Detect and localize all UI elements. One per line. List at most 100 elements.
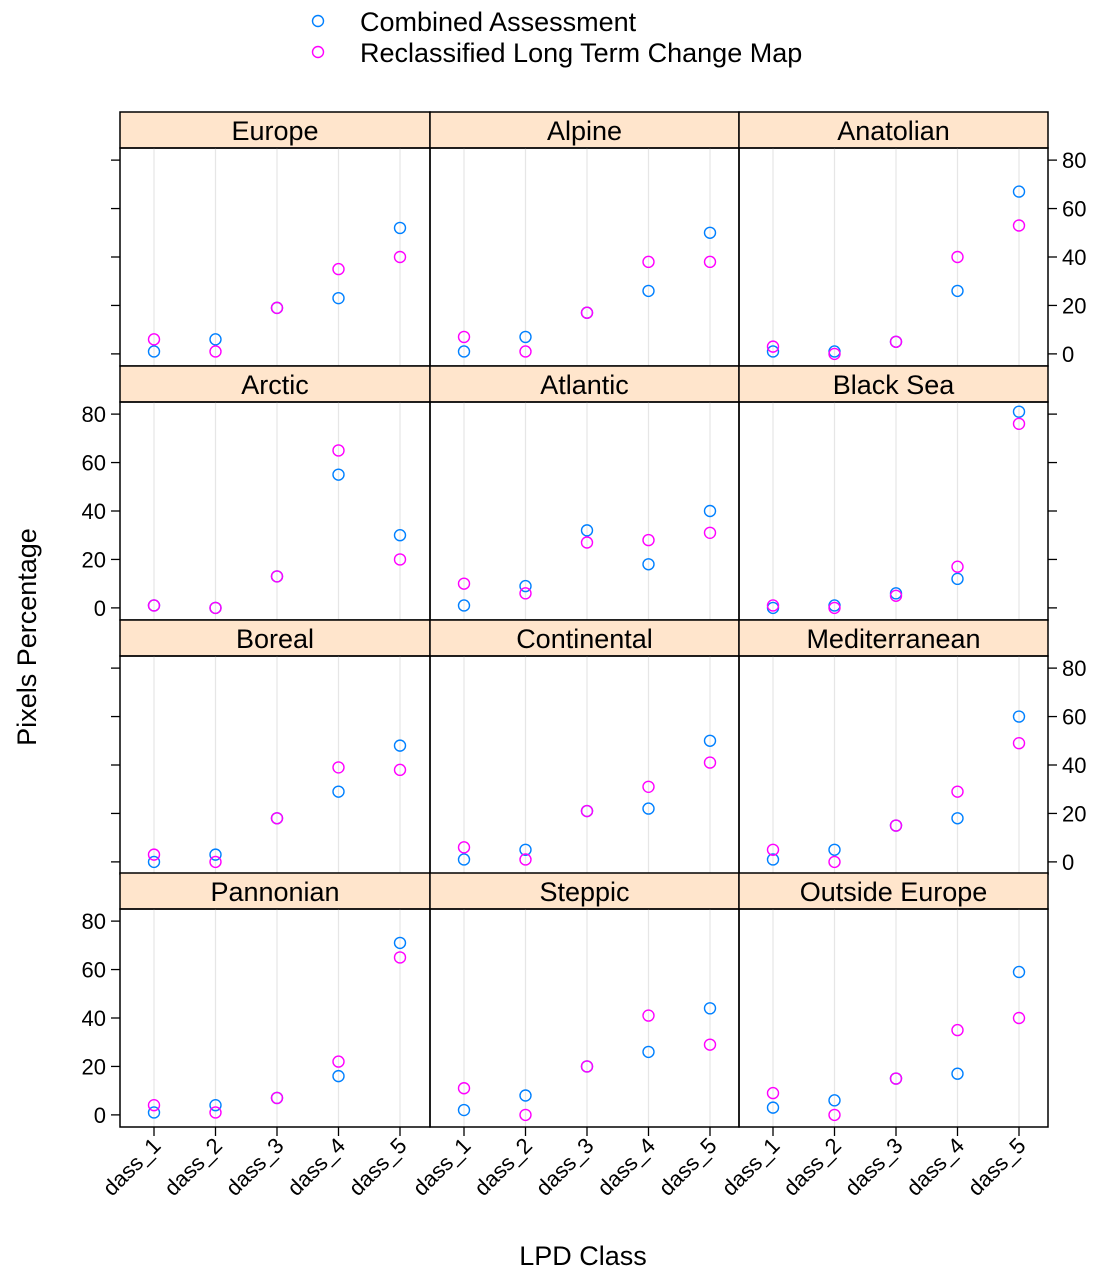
x-tick-label: dass_5: [654, 1133, 722, 1201]
point-reclassified-dass_4: [332, 761, 345, 774]
legend-marker-combined: [311, 14, 325, 28]
panel-title: Alpine: [547, 116, 622, 146]
point-combined-dass_5: [703, 734, 717, 747]
x-tick-label: dass_3: [531, 1133, 599, 1201]
point-combined-dass_5: [1012, 405, 1026, 418]
point-reclassified-dass_5: [1012, 737, 1026, 750]
point-reclassified-dass_3: [580, 536, 594, 549]
y-axis-title: Pixels Percentage: [12, 528, 42, 746]
point-reclassified-dass_3: [580, 1060, 594, 1073]
point-combined-dass_3: [580, 524, 594, 537]
point-combined-dass_4: [951, 1067, 964, 1080]
panel-frame: [119, 655, 431, 875]
y-tick-label: 80: [1062, 148, 1086, 173]
point-combined-dass_2: [828, 843, 841, 856]
panel-grid: Europe Alpine Anatolian Arctic Atlantic Black…: [119, 111, 1049, 1128]
panel-frame: [738, 908, 1049, 1128]
panel-title: Pannonian: [210, 877, 339, 907]
x-tick-label: dass_1: [717, 1133, 785, 1201]
panel-frame: [119, 908, 431, 1128]
panel-boreal: Boreal: [119, 619, 431, 875]
point-combined-dass_4: [332, 785, 345, 798]
point-reclassified-dass_5: [703, 526, 717, 539]
y-tick-label: 40: [82, 1006, 106, 1031]
point-combined-dass_1: [766, 1101, 780, 1114]
point-combined-dass_2: [209, 848, 222, 861]
point-reclassified-dass_4: [642, 533, 655, 547]
point-reclassified-dass_5: [1012, 219, 1026, 232]
point-reclassified-dass_1: [457, 841, 471, 854]
point-reclassified-dass_3: [889, 335, 903, 348]
point-combined-dass_5: [393, 739, 407, 752]
panel-atlantic: Atlantic: [429, 365, 740, 621]
panel-title: Atlantic: [540, 370, 629, 400]
point-reclassified-dass_2: [519, 853, 532, 866]
panel-frame: [738, 401, 1049, 621]
point-reclassified-dass_3: [580, 804, 594, 818]
panel-frame: [119, 147, 431, 367]
point-reclassified-dass_1: [147, 848, 161, 861]
panel-frame: [429, 655, 740, 875]
point-reclassified-dass_2: [209, 1106, 222, 1119]
point-reclassified-dass_3: [580, 306, 594, 319]
panel-strip: [119, 619, 431, 657]
y-tick-label: 60: [82, 451, 106, 476]
y-tick-label: 40: [1062, 753, 1086, 778]
point-reclassified-dass_4: [332, 444, 345, 457]
x-tick-label: dass_4: [592, 1133, 660, 1201]
panel-pannonian: Pannonian: [119, 872, 431, 1128]
panel-continental: Continental: [429, 619, 740, 875]
panel-frame: [429, 908, 740, 1128]
point-reclassified-dass_5: [703, 756, 717, 769]
point-reclassified-dass_5: [393, 951, 407, 964]
legend-label-reclassified: Reclassified Long Term Change Map: [360, 38, 802, 68]
point-reclassified-dass_3: [270, 301, 284, 315]
panel-title: Mediterranean: [806, 624, 980, 654]
point-reclassified-dass_1: [147, 1098, 161, 1112]
x-tick-label: dass_3: [221, 1133, 289, 1201]
x-tick-label: dass_1: [408, 1133, 476, 1201]
point-reclassified-dass_2: [209, 601, 222, 615]
point-reclassified-dass_1: [147, 333, 161, 346]
panel-strip: [738, 111, 1049, 149]
y-tick-label: 60: [1062, 197, 1086, 222]
panel-strip: [119, 872, 431, 910]
panel-strip: [119, 365, 431, 403]
panel-black-sea: Black Sea: [738, 365, 1049, 621]
point-combined-dass_1: [147, 855, 161, 869]
panel-title: Anatolian: [837, 116, 950, 146]
point-reclassified-dass_3: [270, 812, 284, 825]
point-combined-dass_5: [393, 936, 407, 950]
point-combined-dass_2: [209, 333, 222, 346]
panel-title: Arctic: [241, 370, 309, 400]
panel-steppic: Steppic: [429, 872, 740, 1128]
panel-strip: [738, 872, 1049, 910]
point-reclassified-dass_4: [642, 1009, 655, 1022]
axes: 0 20 40 60 80 0 20 40 60 80 0 20 40 60 80 0 20 40 60 80 dass…: [82, 148, 1087, 1201]
point-combined-dass_2: [519, 579, 532, 593]
point-combined-dass_5: [1012, 710, 1026, 723]
panel-strip: [429, 872, 740, 910]
x-tick-label: dass_4: [282, 1133, 350, 1201]
point-combined-dass_2: [209, 1098, 222, 1112]
y-tick-label: 60: [1062, 705, 1086, 730]
point-combined-dass_1: [766, 345, 780, 358]
point-reclassified-dass_1: [766, 843, 780, 856]
y-tick-label: 80: [82, 909, 106, 934]
y-tick-label: 40: [1062, 245, 1086, 270]
point-combined-dass_5: [703, 504, 717, 518]
point-combined-dass_1: [457, 599, 471, 612]
point-reclassified-dass_3: [889, 589, 903, 602]
point-reclassified-dass_1: [457, 1082, 471, 1095]
point-reclassified-dass_3: [889, 819, 903, 832]
point-combined-dass_2: [519, 843, 532, 856]
panel-mediterranean: Mediterranean: [738, 619, 1049, 875]
panel-frame: [429, 147, 740, 367]
panel-title: Europe: [231, 116, 318, 146]
point-combined-dass_2: [519, 330, 532, 344]
point-reclassified-dass_1: [766, 1086, 780, 1100]
panel-title: Boreal: [236, 624, 314, 654]
point-reclassified-dass_1: [766, 599, 780, 612]
legend: Combined Assessment Reclassified Long Te…: [311, 7, 802, 68]
x-tick-label: dass_2: [159, 1133, 227, 1201]
